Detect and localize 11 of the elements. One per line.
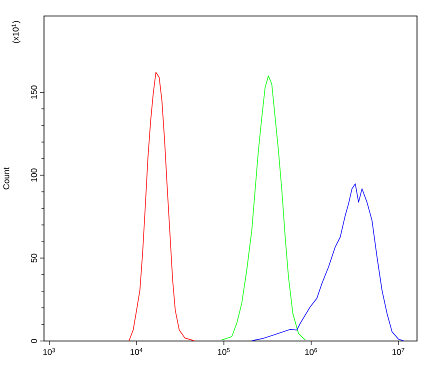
x-tick-label: 10$^{5}$ <box>218 348 230 355</box>
y-tick-label: 150 <box>31 86 37 99</box>
y-tick-label: 100 <box>31 168 37 182</box>
x-tick-label: 10$^{6}$ <box>305 348 318 356</box>
y-tick-label: 0 <box>31 338 37 344</box>
x-tick-label: 10$^{7}$ <box>392 348 404 355</box>
x-tick-label: 10$^{4}$ <box>130 348 143 355</box>
y-axis-title: Count <box>3 167 10 190</box>
text: (x10$^{1}$) <box>12 20 20 44</box>
y-tick-label: 50 <box>31 254 37 262</box>
x-tick-label: 10$^{3}$ <box>43 348 56 356</box>
